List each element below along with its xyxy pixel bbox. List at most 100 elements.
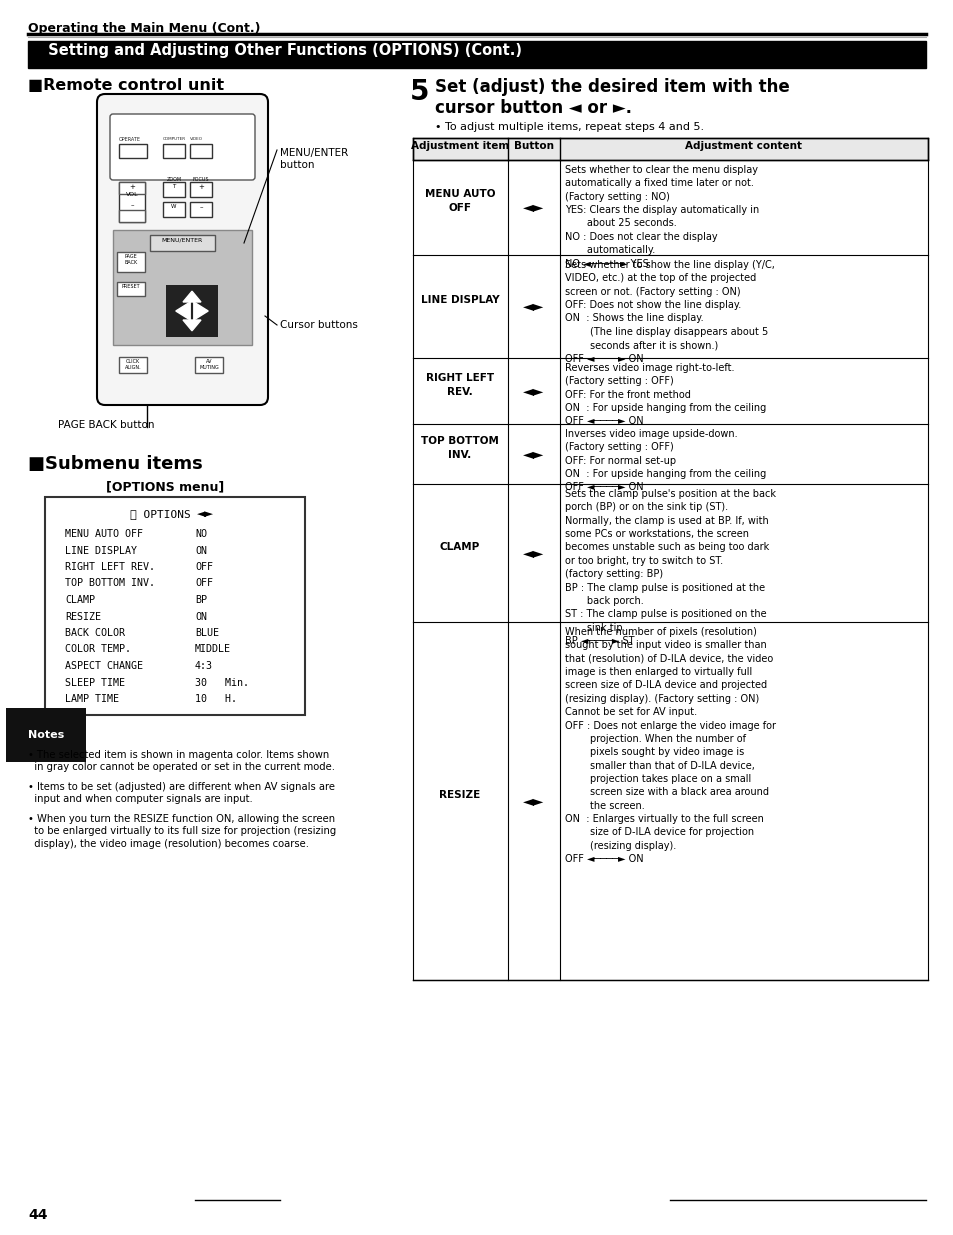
Text: AV
MUTING: AV MUTING (199, 359, 218, 369)
Text: FOCUS: FOCUS (193, 177, 209, 182)
Text: MENU AUTO
OFF: MENU AUTO OFF (424, 189, 495, 212)
Text: Adjustment item: Adjustment item (411, 141, 509, 151)
Bar (163, 203, 185, 217)
Bar (190, 203, 212, 217)
Bar (119, 144, 147, 158)
Text: ◄►: ◄► (523, 794, 544, 808)
Text: ◄►: ◄► (523, 447, 544, 461)
Text: TOP BOTTOM INV.: TOP BOTTOM INV. (65, 578, 154, 589)
Text: 4:3: 4:3 (194, 661, 213, 671)
Text: COMPUTER: COMPUTER (163, 137, 186, 141)
Text: W: W (172, 204, 176, 209)
Text: OFF: OFF (194, 562, 213, 572)
Text: BP: BP (194, 595, 207, 605)
Text: ◄►: ◄► (523, 546, 544, 559)
Text: COLOR TEMP.: COLOR TEMP. (65, 645, 131, 655)
Text: LAMP TIME: LAMP TIME (65, 694, 119, 704)
Bar (166, 285, 218, 337)
Text: LINE DISPLAY: LINE DISPLAY (65, 546, 137, 556)
Bar (119, 182, 145, 222)
Text: PAGE BACK button: PAGE BACK button (58, 420, 154, 430)
Text: TOP BOTTOM
INV.: TOP BOTTOM INV. (420, 436, 498, 459)
Text: 5: 5 (410, 78, 429, 106)
Polygon shape (183, 291, 201, 303)
FancyBboxPatch shape (97, 94, 268, 405)
Text: 30   Min.: 30 Min. (194, 678, 249, 688)
Text: –: – (131, 203, 133, 207)
Text: 44: 44 (28, 1208, 48, 1221)
Bar (117, 282, 145, 296)
Text: ◄►: ◄► (196, 509, 213, 519)
Text: MENU AUTO OFF: MENU AUTO OFF (65, 529, 143, 538)
Text: Inverses video image upside-down.
(Factory setting : OFF)
OFF: For normal set-up: Inverses video image upside-down. (Facto… (564, 429, 765, 493)
Bar (163, 182, 185, 198)
Text: PAGE
BACK: PAGE BACK (124, 254, 137, 264)
Text: Sets whether to show the line display (Y/C,
VIDEO, etc.) at the top of the proje: Sets whether to show the line display (Y… (564, 261, 774, 363)
Text: ◄►: ◄► (523, 200, 544, 214)
Bar (190, 182, 212, 198)
Text: MIDDLE: MIDDLE (194, 645, 231, 655)
Text: ASPECT CHANGE: ASPECT CHANGE (65, 661, 143, 671)
Text: ◄►: ◄► (523, 384, 544, 398)
Bar (117, 252, 145, 272)
Text: ⎗ OPTIONS: ⎗ OPTIONS (130, 509, 191, 519)
Text: LINE DISPLAY: LINE DISPLAY (420, 295, 498, 305)
Text: RIGHT LEFT REV.: RIGHT LEFT REV. (65, 562, 154, 572)
Text: VIDEO: VIDEO (190, 137, 203, 141)
Text: VOL: VOL (126, 191, 138, 198)
Text: ◄►: ◄► (523, 299, 544, 312)
Text: NO: NO (194, 529, 207, 538)
Text: RESIZE: RESIZE (65, 611, 101, 621)
Text: • When you turn the RESIZE function ON, allowing the screen
  to be enlarged vir: • When you turn the RESIZE function ON, … (28, 814, 335, 848)
Text: CLICK
ALIGN.: CLICK ALIGN. (125, 359, 141, 369)
Bar (119, 182, 145, 194)
Text: BACK COLOR: BACK COLOR (65, 629, 125, 638)
Text: • To adjust multiple items, repeat steps 4 and 5.: • To adjust multiple items, repeat steps… (435, 122, 703, 132)
Bar (190, 144, 212, 158)
Text: ■Submenu items: ■Submenu items (28, 454, 203, 473)
Text: Button: Button (514, 141, 554, 151)
Bar (28, 41, 925, 68)
Text: OFF: OFF (194, 578, 213, 589)
Text: • Items to be set (adjusted) are different when AV signals are
  input and when : • Items to be set (adjusted) are differe… (28, 782, 335, 804)
Bar (163, 144, 185, 158)
Text: RESIZE: RESIZE (439, 790, 480, 800)
Text: ■Remote control unit: ■Remote control unit (28, 78, 224, 93)
Polygon shape (175, 303, 190, 320)
Text: CLAMP: CLAMP (65, 595, 95, 605)
Text: Reverses video image right-to-left.
(Factory setting : OFF)
OFF: For the front m: Reverses video image right-to-left. (Fac… (564, 363, 765, 426)
Text: ZOOM: ZOOM (166, 177, 181, 182)
Text: MENU/ENTER
button: MENU/ENTER button (280, 148, 348, 169)
Text: RIGHT LEFT
REV.: RIGHT LEFT REV. (425, 373, 494, 396)
Text: ON: ON (194, 546, 207, 556)
Text: Set (adjust) the desired item with the: Set (adjust) the desired item with the (435, 78, 789, 96)
Polygon shape (193, 303, 208, 320)
Text: OPERATE: OPERATE (119, 137, 141, 142)
Text: 10   H.: 10 H. (194, 694, 236, 704)
Text: • The selected item is shown in magenta color. Items shown
  in gray color canno: • The selected item is shown in magenta … (28, 750, 335, 772)
Polygon shape (183, 320, 201, 331)
Text: Operating the Main Menu (Cont.): Operating the Main Menu (Cont.) (28, 22, 260, 35)
Bar (45, 496, 305, 715)
Text: ON: ON (194, 611, 207, 621)
Text: MENU/ENTER: MENU/ENTER (161, 238, 202, 243)
Text: Sets whether to clear the menu display
automatically a fixed time later or not.
: Sets whether to clear the menu display a… (564, 165, 759, 268)
Text: When the number of pixels (resolution)
sought by the input video is smaller than: When the number of pixels (resolution) s… (564, 627, 775, 864)
Bar (119, 357, 147, 373)
Text: PRESET: PRESET (122, 284, 140, 289)
Text: Cursor buttons: Cursor buttons (280, 320, 357, 330)
Text: CLAMP: CLAMP (439, 542, 479, 552)
Bar (112, 230, 252, 345)
Text: cursor button ◄ or ►.: cursor button ◄ or ►. (435, 99, 631, 117)
Text: –: – (199, 204, 203, 210)
Text: Setting and Adjusting Other Functions (OPTIONS) (Cont.): Setting and Adjusting Other Functions (O… (38, 43, 521, 58)
Text: SLEEP TIME: SLEEP TIME (65, 678, 125, 688)
Text: +: + (198, 184, 204, 190)
Text: Sets the clamp pulse's position at the back
porch (BP) or on the sink tip (ST).
: Sets the clamp pulse's position at the b… (564, 489, 775, 646)
Text: T: T (172, 184, 175, 189)
Bar (194, 357, 223, 373)
Bar (150, 235, 214, 251)
Text: Adjustment content: Adjustment content (685, 141, 801, 151)
Text: BLUE: BLUE (194, 629, 219, 638)
Bar (119, 210, 145, 222)
